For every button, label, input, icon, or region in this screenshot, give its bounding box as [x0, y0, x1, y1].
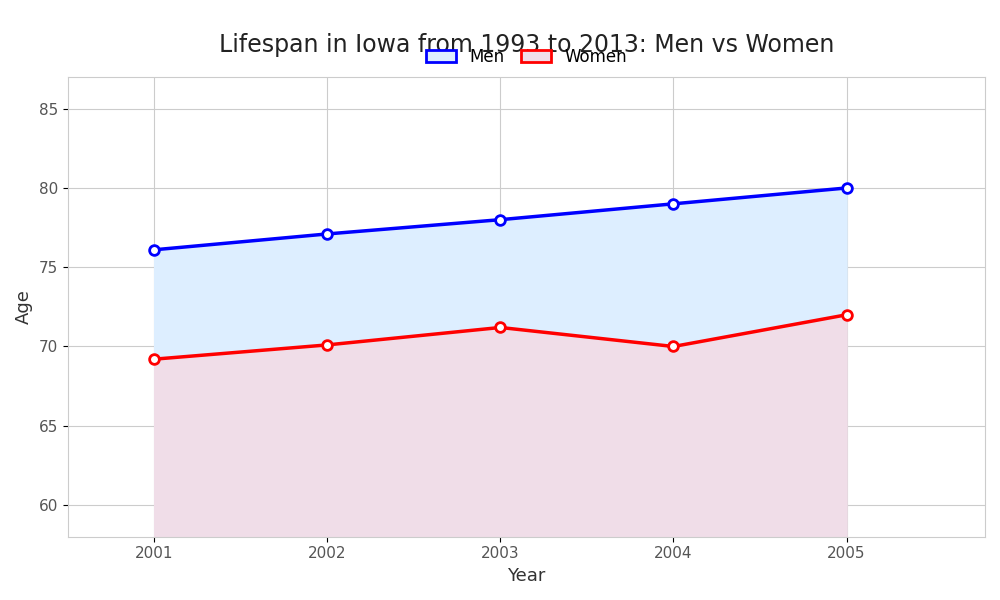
X-axis label: Year: Year — [507, 567, 546, 585]
Y-axis label: Age: Age — [15, 289, 33, 324]
Legend: Men, Women: Men, Women — [417, 40, 635, 74]
Title: Lifespan in Iowa from 1993 to 2013: Men vs Women: Lifespan in Iowa from 1993 to 2013: Men … — [219, 33, 834, 57]
